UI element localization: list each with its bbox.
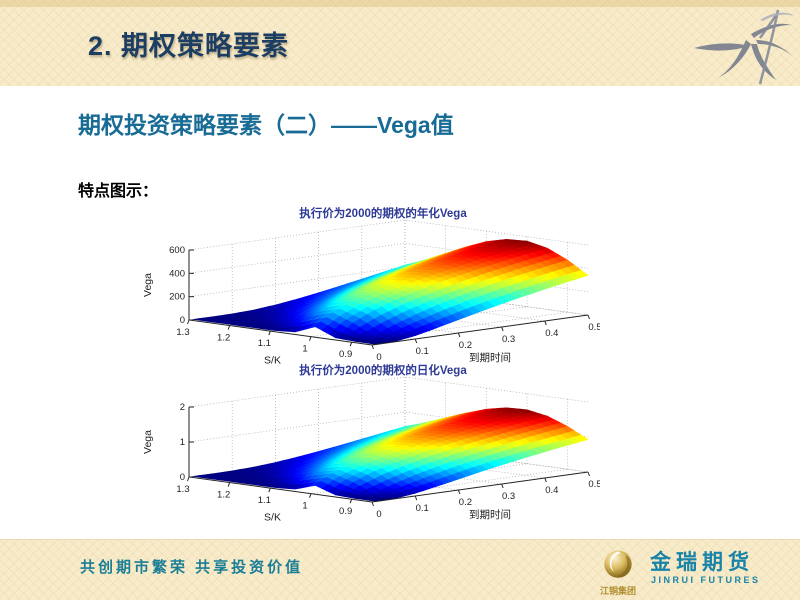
- svg-text:S/K: S/K: [264, 355, 281, 367]
- svg-text:1: 1: [180, 437, 185, 448]
- svg-text:0.9: 0.9: [339, 506, 352, 517]
- header-banner: 2. 期权策略要素: [0, 0, 800, 86]
- svg-text:0: 0: [180, 472, 185, 483]
- svg-text:1.1: 1.1: [258, 495, 271, 506]
- logo-brand-chinese: 金瑞期货: [650, 551, 754, 574]
- footer-banner: 共创期市繁荣 共享投资价值 江铜集团 金瑞期货 JINRUI FUTURES: [0, 539, 800, 600]
- svg-text:1: 1: [302, 501, 307, 512]
- svg-text:0: 0: [376, 509, 381, 520]
- svg-text:1: 1: [302, 344, 307, 355]
- svg-text:600: 600: [169, 245, 185, 256]
- logo-brand-english: JINRUI FUTURES: [651, 575, 761, 585]
- chart-annualized-vega-surface: 0 200 400 600 1.3 1.2 1.1 1 0.9 0 0.1 0.2 0.3 0.4 0.5 S…: [142, 206, 600, 367]
- svg-text:S/K: S/K: [264, 512, 281, 524]
- svg-text:0.5: 0.5: [588, 322, 600, 333]
- svg-text:1.2: 1.2: [217, 490, 230, 501]
- svg-text:执行价为2000的期权的年化Vega: 执行价为2000的期权的年化Vega: [299, 206, 467, 220]
- chart-daily-vega-surface: 0 1 2 1.3 1.2 1.1 1 0.9 0 0.1 0.2 0.3 0.4 0.5 S/K 到期时间 V…: [142, 363, 600, 524]
- svg-text:0.3: 0.3: [502, 334, 515, 345]
- svg-text:0.1: 0.1: [416, 503, 429, 514]
- svg-text:1.3: 1.3: [176, 484, 189, 495]
- bamboo-decoration-icon: [694, 9, 795, 85]
- svg-text:0.2: 0.2: [459, 497, 472, 508]
- section-label: 特点图示：: [78, 183, 159, 200]
- svg-text:0.5: 0.5: [588, 479, 600, 490]
- logo-group-name: 江铜集团: [599, 586, 636, 596]
- svg-text:0: 0: [376, 352, 381, 363]
- svg-text:1.3: 1.3: [176, 327, 189, 338]
- svg-text:400: 400: [169, 268, 185, 279]
- svg-text:200: 200: [169, 292, 185, 303]
- slide-title: 2. 期权策略要素: [88, 31, 290, 61]
- svg-text:0: 0: [180, 315, 185, 326]
- svg-text:0.2: 0.2: [459, 340, 472, 351]
- svg-text:0.3: 0.3: [502, 491, 515, 502]
- svg-text:0.4: 0.4: [545, 328, 558, 339]
- svg-text:到期时间: 到期时间: [469, 351, 511, 364]
- svg-text:执行价为2000的期权的日化Vega: 执行价为2000的期权的日化Vega: [299, 363, 467, 377]
- svg-text:2: 2: [180, 402, 185, 413]
- svg-text:Vega: Vega: [142, 430, 154, 454]
- svg-text:0.1: 0.1: [416, 346, 429, 357]
- svg-text:Vega: Vega: [142, 273, 154, 297]
- svg-text:0.9: 0.9: [339, 349, 352, 360]
- company-logo: 江铜集团 金瑞期货 JINRUI FUTURES: [592, 544, 782, 598]
- svg-text:1.1: 1.1: [258, 338, 271, 349]
- svg-text:1.2: 1.2: [217, 333, 230, 344]
- slide-subtitle: 期权投资策略要素（二）——Vega值: [78, 112, 454, 138]
- footer-slogan: 共创期市繁荣 共享投资价值: [80, 559, 304, 576]
- jinrui-gold-swirl-icon: [604, 550, 632, 578]
- svg-text:到期时间: 到期时间: [469, 508, 511, 521]
- svg-text:0.4: 0.4: [545, 485, 558, 496]
